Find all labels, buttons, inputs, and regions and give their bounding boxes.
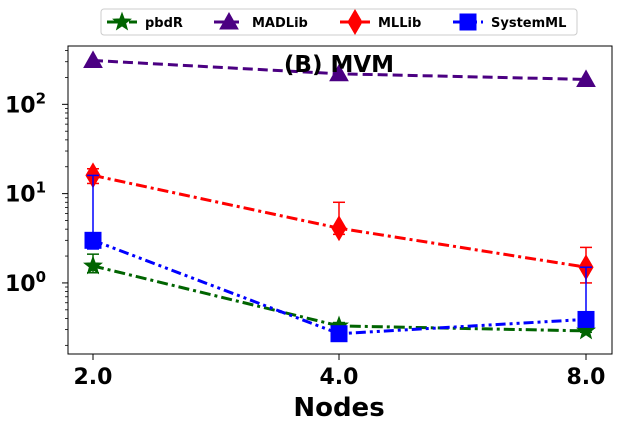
legend-marker [112, 11, 132, 31]
x-axis-title: Nodes [293, 393, 384, 423]
legend-label: SystemML [491, 16, 566, 31]
series-line [92, 238, 587, 336]
legend-marker [219, 11, 239, 30]
x-tick-label: 2.0 [74, 365, 113, 390]
legend-label: MADLib [252, 16, 308, 31]
legend-label: MLLib [378, 16, 421, 31]
y-axis: 100 101 102 [5, 50, 68, 346]
data-point [83, 255, 103, 275]
y-tick-label: 102 [5, 89, 46, 118]
legend-label: pbdR [145, 16, 183, 31]
plot-frame [67, 45, 613, 355]
y-tick-label: 101 [5, 179, 46, 208]
data-point [330, 325, 348, 343]
series-mllib [85, 162, 594, 284]
legend-marker [459, 13, 477, 31]
legend: pbdR MADLib MLLib SystemML [100, 8, 578, 36]
data-point [331, 215, 347, 242]
data-point [329, 63, 349, 82]
series-madlib [83, 50, 596, 87]
data-point [576, 320, 596, 340]
data-point [83, 50, 103, 68]
legend-marker [347, 9, 363, 35]
x-axis: 2.0 4.0 8.0 [74, 354, 606, 390]
chart-title: (B) MVM [284, 52, 394, 78]
x-tick-label: 8.0 [567, 365, 606, 390]
data-point [576, 69, 596, 87]
series-layer [83, 50, 596, 343]
y-tick-label: 100 [5, 268, 46, 297]
data-point [84, 231, 102, 249]
data-point [577, 310, 595, 328]
x-tick-label: 4.0 [320, 365, 359, 390]
series-systemml [84, 174, 595, 343]
